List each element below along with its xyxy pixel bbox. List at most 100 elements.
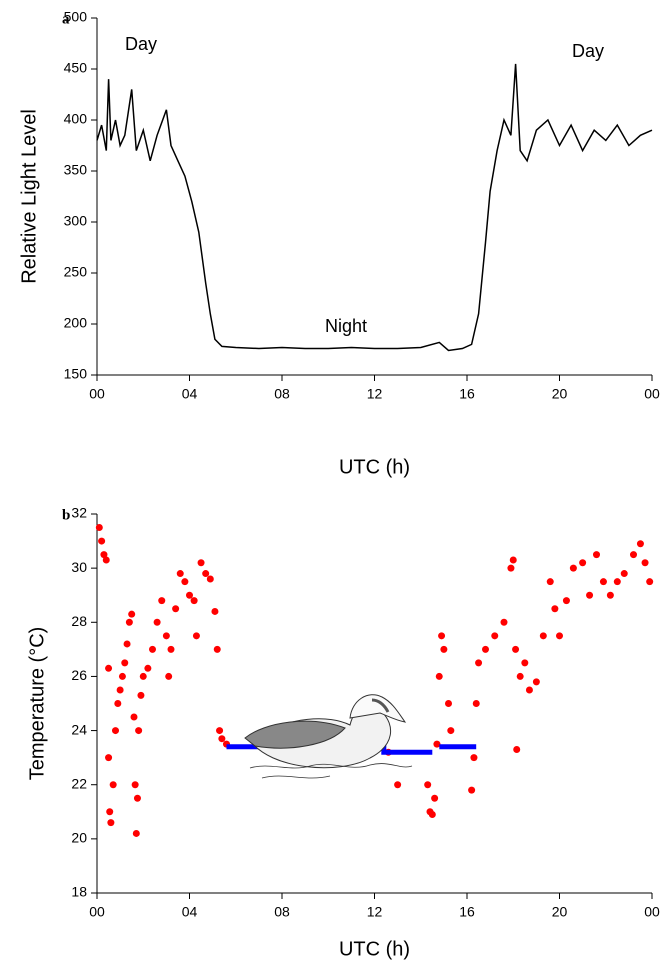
annotation: Day	[572, 41, 604, 61]
x-tick-label: 00	[89, 904, 105, 920]
data-point	[172, 605, 180, 613]
data-point	[593, 551, 600, 559]
data-point	[213, 645, 221, 653]
data-point	[107, 819, 115, 827]
x-axis-label: UTC (h)	[339, 456, 410, 478]
data-point	[165, 672, 173, 680]
y-tick-label: 32	[71, 505, 87, 521]
data-point	[135, 727, 143, 735]
x-tick-label: 04	[182, 386, 198, 402]
data-point	[470, 754, 478, 762]
data-point	[507, 564, 515, 572]
y-tick-label: 500	[64, 9, 88, 25]
data-point	[132, 829, 140, 837]
x-axis-label: UTC (h)	[339, 938, 410, 960]
data-point	[128, 610, 136, 618]
y-tick-label: 24	[71, 721, 87, 737]
data-point	[153, 618, 161, 626]
data-point	[102, 556, 110, 564]
x-tick-label: 20	[552, 904, 568, 920]
data-point	[500, 618, 508, 626]
x-tick-label: 08	[274, 386, 290, 402]
y-tick-label: 20	[71, 830, 87, 846]
data-point	[149, 645, 156, 653]
data-point	[118, 672, 126, 680]
y-tick-label: 30	[71, 559, 87, 575]
data-point	[167, 645, 175, 653]
data-point	[100, 551, 108, 559]
data-point	[428, 810, 436, 818]
data-point	[114, 700, 122, 707]
data-point	[532, 678, 540, 686]
data-point	[556, 632, 563, 640]
data-point	[440, 645, 448, 653]
data-point	[472, 700, 480, 707]
data-point	[435, 672, 443, 680]
x-tick-label: 12	[367, 386, 383, 402]
y-tick-label: 450	[64, 60, 88, 76]
data-line	[96, 63, 653, 352]
data-point	[513, 746, 521, 754]
data-point	[551, 605, 559, 613]
data-point	[106, 808, 114, 816]
data-point	[539, 632, 547, 640]
x-tick-label: 16	[459, 386, 475, 402]
data-point	[475, 659, 483, 667]
data-point	[139, 672, 147, 680]
annotation: Night	[325, 316, 367, 336]
data-point	[144, 664, 152, 672]
y-tick-label: 350	[64, 162, 88, 178]
data-point	[630, 551, 637, 559]
albatross-illustration	[244, 694, 413, 779]
data-point	[133, 794, 141, 802]
x-tick-label: 00	[644, 904, 660, 920]
data-point	[447, 727, 455, 735]
x-tick-label: 04	[182, 904, 198, 920]
data-point	[131, 781, 139, 789]
y-tick-label: 26	[71, 667, 87, 683]
data-point	[109, 781, 117, 789]
data-point	[613, 578, 621, 586]
data-point	[202, 570, 210, 578]
data-point	[112, 727, 119, 735]
data-point	[579, 559, 587, 567]
data-point	[105, 754, 113, 762]
data-point	[105, 664, 113, 672]
x-tick-label: 08	[274, 904, 290, 920]
data-point	[216, 727, 224, 735]
x-tick-label: 16	[459, 904, 475, 920]
data-point	[121, 659, 129, 667]
data-point	[211, 607, 219, 615]
data-point	[218, 735, 226, 743]
annotation: Day	[125, 34, 157, 54]
y-axis-label: Temperature (°C)	[26, 627, 48, 781]
data-point	[181, 578, 189, 586]
data-point	[162, 632, 170, 640]
data-point	[394, 781, 402, 789]
data-point	[521, 659, 529, 667]
data-point	[599, 578, 607, 586]
data-point	[95, 524, 103, 532]
y-axis-label: Relative Light Level	[18, 109, 40, 284]
data-point	[116, 686, 124, 694]
panel-label: b	[62, 507, 70, 523]
y-tick-label: 300	[64, 213, 88, 229]
x-tick-label: 00	[644, 386, 660, 402]
y-tick-label: 200	[64, 315, 88, 331]
y-tick-label: 250	[64, 264, 88, 280]
data-point	[646, 578, 654, 586]
data-point	[206, 575, 214, 583]
data-point	[525, 686, 533, 694]
data-point	[197, 559, 205, 567]
data-point	[516, 672, 524, 680]
data-point	[438, 632, 446, 640]
data-point	[546, 578, 554, 586]
data-point	[158, 597, 166, 605]
x-tick-label: 20	[552, 386, 568, 402]
data-point	[569, 564, 577, 572]
data-point	[125, 618, 133, 626]
data-point	[137, 691, 145, 699]
data-point	[424, 781, 432, 789]
data-point	[468, 786, 476, 794]
